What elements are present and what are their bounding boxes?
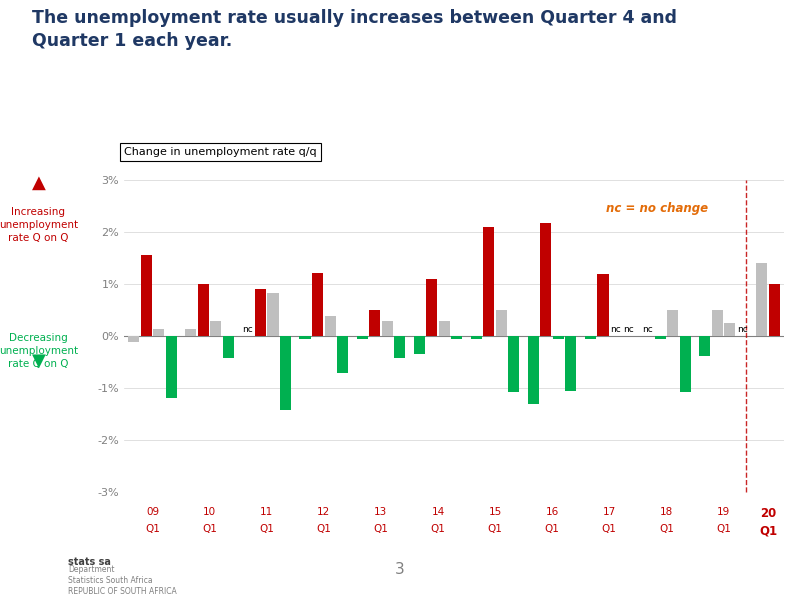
Bar xyxy=(166,336,177,398)
Bar xyxy=(496,310,507,336)
Text: nc: nc xyxy=(622,325,634,334)
Bar xyxy=(598,274,609,336)
Text: 13: 13 xyxy=(374,506,387,517)
Bar xyxy=(186,329,196,336)
Bar xyxy=(357,336,368,338)
Bar xyxy=(414,336,425,354)
Bar xyxy=(566,336,577,391)
Bar xyxy=(154,329,164,336)
Text: Q1: Q1 xyxy=(430,524,446,534)
Bar xyxy=(141,256,152,336)
Text: Q1: Q1 xyxy=(202,524,217,534)
Bar xyxy=(267,293,278,336)
Bar xyxy=(280,336,291,410)
Bar xyxy=(325,316,335,336)
Bar xyxy=(337,336,348,373)
Bar xyxy=(667,310,678,336)
Bar xyxy=(470,336,482,338)
Text: Q1: Q1 xyxy=(759,524,777,537)
Text: 12: 12 xyxy=(317,506,330,517)
Bar xyxy=(451,336,462,338)
Text: 09: 09 xyxy=(146,506,159,517)
Text: Q1: Q1 xyxy=(488,524,502,534)
Text: Q1: Q1 xyxy=(659,524,674,534)
Text: The unemployment rate usually increases between Quarter 4 and
Quarter 1 each yea: The unemployment rate usually increases … xyxy=(32,9,677,50)
Bar xyxy=(394,336,406,358)
Text: ▲: ▲ xyxy=(31,174,46,192)
Bar xyxy=(483,227,494,336)
Text: Q1: Q1 xyxy=(145,524,160,534)
Text: 10: 10 xyxy=(203,506,216,517)
Bar xyxy=(553,336,564,338)
Text: Q1: Q1 xyxy=(316,524,331,534)
Bar xyxy=(210,322,222,336)
Text: 20: 20 xyxy=(760,506,776,520)
Text: Q1: Q1 xyxy=(259,524,274,534)
Bar xyxy=(438,322,450,336)
Bar xyxy=(654,336,666,338)
Text: Q1: Q1 xyxy=(374,524,388,534)
Bar xyxy=(585,336,596,338)
Text: nc: nc xyxy=(610,325,621,334)
Bar xyxy=(540,223,551,336)
Bar xyxy=(756,263,767,336)
Bar xyxy=(426,279,438,336)
Text: 3: 3 xyxy=(395,563,405,577)
Text: 17: 17 xyxy=(602,506,616,517)
Bar xyxy=(128,336,139,342)
Bar xyxy=(680,336,690,392)
Text: 19: 19 xyxy=(717,506,730,517)
Text: 14: 14 xyxy=(431,506,445,517)
Text: Q1: Q1 xyxy=(602,524,617,534)
Text: 11: 11 xyxy=(260,506,274,517)
Bar xyxy=(369,310,380,336)
Text: Change in unemployment rate q/q: Change in unemployment rate q/q xyxy=(124,147,317,157)
Bar xyxy=(312,272,323,336)
Text: Q1: Q1 xyxy=(716,524,731,534)
Bar xyxy=(712,310,722,336)
Text: nc: nc xyxy=(242,325,254,334)
Text: 18: 18 xyxy=(660,506,673,517)
Text: 15: 15 xyxy=(489,506,502,517)
Text: ▼: ▼ xyxy=(31,352,46,370)
Bar xyxy=(508,336,519,392)
Bar xyxy=(382,322,393,336)
Text: 16: 16 xyxy=(546,506,558,517)
Text: nc: nc xyxy=(737,325,748,334)
Bar xyxy=(299,336,310,338)
Text: nc = no change: nc = no change xyxy=(606,202,708,215)
Text: Department
Statistics South Africa
REPUBLIC OF SOUTH AFRICA: Department Statistics South Africa REPUB… xyxy=(68,565,177,596)
Text: Q1: Q1 xyxy=(545,524,560,534)
Bar xyxy=(769,284,780,336)
Bar xyxy=(198,284,209,336)
Text: Decreasing
unemployment
rate Q on Q: Decreasing unemployment rate Q on Q xyxy=(0,333,78,370)
Text: nc: nc xyxy=(642,325,653,334)
Bar xyxy=(223,336,234,358)
Text: stats sa: stats sa xyxy=(68,557,111,567)
Bar xyxy=(528,336,539,404)
Bar xyxy=(724,323,735,336)
Bar xyxy=(699,336,710,356)
Text: Increasing
unemployment
rate Q on Q: Increasing unemployment rate Q on Q xyxy=(0,207,78,244)
Bar xyxy=(255,289,266,336)
